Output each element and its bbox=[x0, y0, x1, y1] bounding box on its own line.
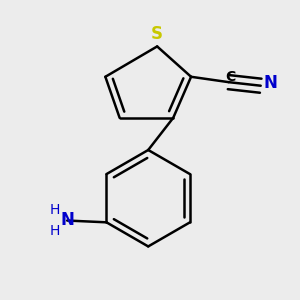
Text: N: N bbox=[264, 74, 278, 92]
Text: S: S bbox=[151, 25, 163, 43]
Text: N: N bbox=[60, 211, 74, 229]
Text: H: H bbox=[50, 203, 60, 217]
Text: H: H bbox=[50, 224, 60, 238]
Text: C: C bbox=[225, 70, 236, 85]
